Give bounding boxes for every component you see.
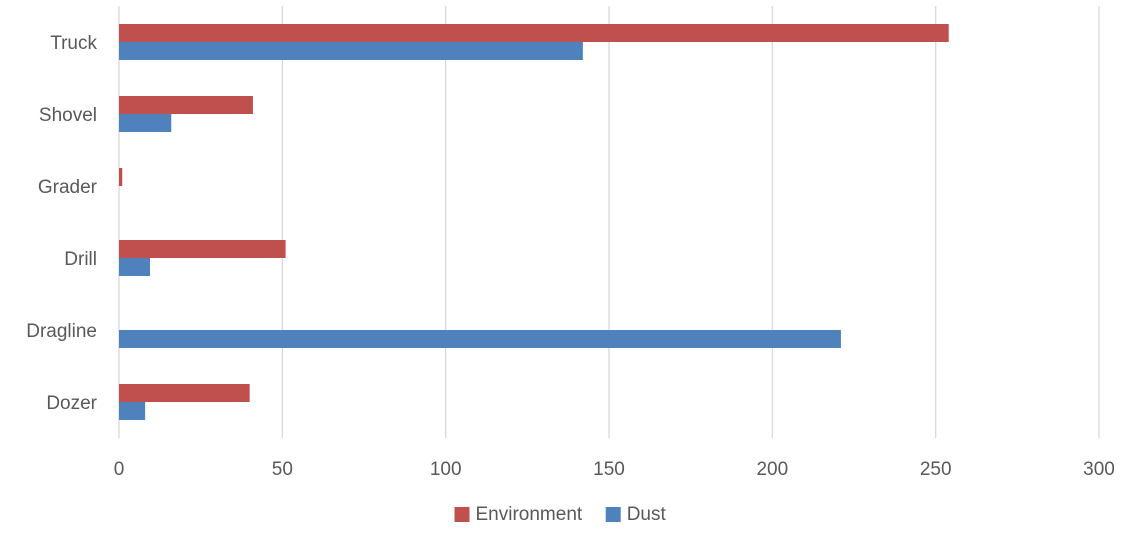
y-tick-label: Dragline [26, 321, 97, 342]
y-tick-label: Drill [64, 249, 97, 270]
legend-swatch-environment [454, 507, 470, 522]
bar-environment-grader [119, 168, 123, 186]
y-tick-label: Truck [50, 33, 97, 54]
x-tick-label: 50 [272, 459, 293, 480]
bar-dust-dozer [119, 402, 146, 420]
x-tick-label: 300 [1083, 459, 1115, 480]
bar-dust-shovel [119, 114, 172, 132]
x-tick-label: 0 [114, 459, 125, 480]
x-tick-label: 200 [756, 459, 788, 480]
y-tick-label: Grader [38, 177, 98, 198]
legend: Environment Dust [454, 504, 667, 525]
x-tick-label: 150 [593, 459, 625, 480]
bar-environment-truck [119, 24, 949, 42]
bar-dust-dragline [119, 330, 841, 348]
bars [119, 24, 949, 420]
y-tick-label: Shovel [39, 105, 97, 126]
x-tick-label: 100 [430, 459, 462, 480]
legend-swatch-dust [605, 507, 621, 522]
axes: 0 50 100 150 200 250 300 Dozer Dragline Drill Grad… [26, 33, 1115, 480]
bar-environment-dozer [119, 384, 250, 402]
x-tick-label: 250 [920, 459, 952, 480]
y-tick-label: Dozer [46, 393, 97, 414]
bar-environment-drill [119, 240, 286, 258]
gridlines [118, 6, 1100, 438]
bar-environment-shovel [119, 96, 253, 114]
bar-dust-truck [119, 42, 583, 60]
legend-label-environment: Environment [476, 504, 583, 525]
legend-label-dust: Dust [627, 504, 667, 525]
bar-dust-drill [119, 258, 151, 276]
